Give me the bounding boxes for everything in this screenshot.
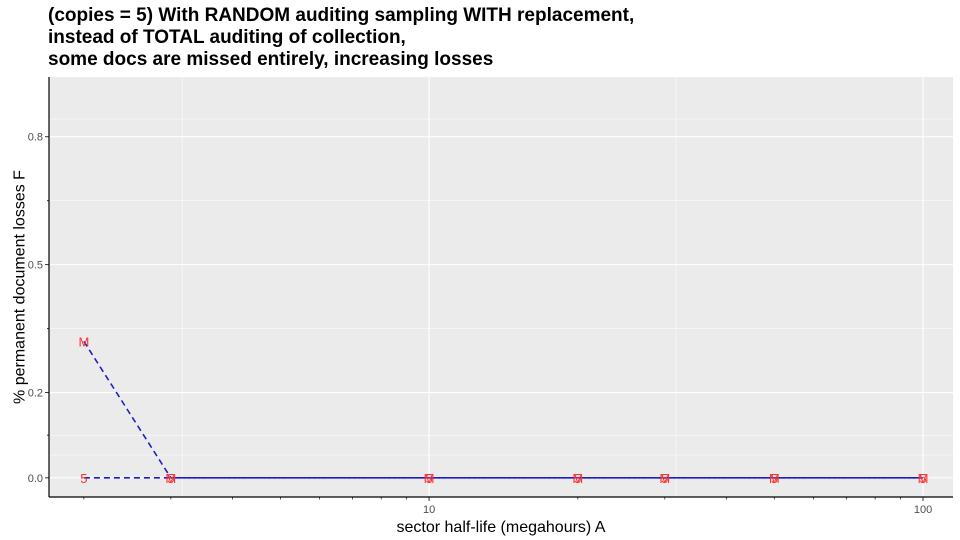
point-label: M xyxy=(78,334,89,349)
point-label: 5 xyxy=(80,471,87,486)
chart-title-line-3: some docs are missed entirely, increasin… xyxy=(48,49,494,70)
point-label: M xyxy=(769,471,780,486)
point-labels: MM M M M M M5 5 5 5 5 5 5 xyxy=(78,334,928,485)
point-label: M xyxy=(659,471,670,486)
point-label: M xyxy=(165,471,176,486)
x-axis-title: sector half-life (megahours) A xyxy=(397,519,606,536)
x-tick-label: 10 xyxy=(423,504,435,516)
y-tick-label: 0.2 xyxy=(28,388,43,400)
point-label: 5 xyxy=(661,471,668,486)
point-label: M xyxy=(572,471,583,486)
axes: 0.0 0.2 0.5 0.8 10 100 xyxy=(28,77,953,516)
point-label: 5 xyxy=(574,471,581,486)
point-label: 5 xyxy=(919,471,926,486)
y-axis-title: % permanent document losses F xyxy=(12,170,29,404)
chart-title-line-1: (copies = 5) With RANDOM auditing sampli… xyxy=(48,5,635,26)
point-label: 5 xyxy=(771,471,778,486)
y-tick-label: 0.0 xyxy=(28,473,43,485)
point-label: M xyxy=(918,471,929,486)
point-label: 5 xyxy=(167,471,174,486)
chart-title-line-2: instead of TOTAL auditing of collection, xyxy=(48,27,406,48)
chart-title: (copies = 5) With RANDOM auditing sampli… xyxy=(48,5,634,71)
panel-background xyxy=(49,77,953,497)
x-tick-label: 100 xyxy=(914,504,932,516)
y-tick-label: 0.8 xyxy=(28,132,43,144)
point-label: 5 xyxy=(425,471,432,486)
y-tick-label: 0.5 xyxy=(28,260,43,272)
plot-panel xyxy=(49,77,953,497)
point-label: M xyxy=(424,471,435,486)
series-lines xyxy=(83,340,923,479)
